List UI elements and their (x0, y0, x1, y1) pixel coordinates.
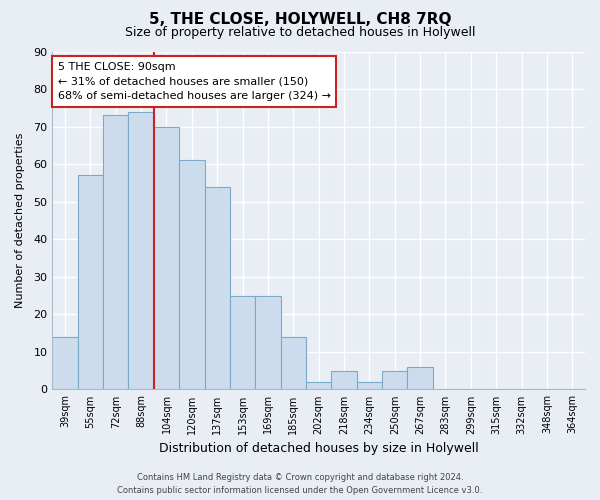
Bar (77, 176, 103, 390)
Text: Size of property relative to detached houses in Holywell: Size of property relative to detached ho… (125, 26, 475, 39)
Text: 5 THE CLOSE: 90sqm
← 31% of detached houses are smaller (150)
68% of semi-detach: 5 THE CLOSE: 90sqm ← 31% of detached hou… (58, 62, 331, 101)
Bar (255, 296, 281, 390)
Bar (281, 337, 306, 390)
Bar (407, 367, 433, 390)
Bar (382, 370, 407, 390)
Y-axis label: Number of detached properties: Number of detached properties (15, 133, 25, 308)
Bar (357, 382, 382, 390)
Bar (230, 296, 255, 390)
Bar (331, 370, 357, 390)
Bar (128, 112, 154, 390)
Bar (103, 116, 128, 390)
Bar (306, 382, 331, 390)
X-axis label: Distribution of detached houses by size in Holywell: Distribution of detached houses by size … (159, 442, 479, 455)
Bar (52, 337, 77, 390)
Bar (179, 160, 205, 390)
Bar (154, 126, 179, 390)
Bar (205, 186, 230, 390)
Text: Contains HM Land Registry data © Crown copyright and database right 2024.
Contai: Contains HM Land Registry data © Crown c… (118, 474, 482, 495)
Text: 5, THE CLOSE, HOLYWELL, CH8 7RQ: 5, THE CLOSE, HOLYWELL, CH8 7RQ (149, 12, 451, 28)
